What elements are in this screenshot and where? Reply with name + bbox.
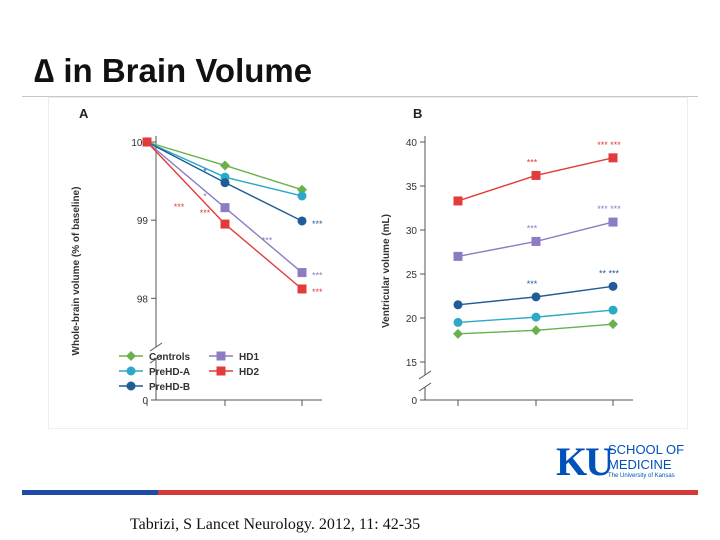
- panel-1-significance-label: ***: [527, 279, 538, 289]
- panel-1-series-2-point: [531, 292, 541, 302]
- panel-1-series-0-point: [453, 328, 463, 339]
- panel-1-significance-label: ** ***: [599, 268, 620, 278]
- panel-0-axis-break-mark: [149, 354, 163, 364]
- panel-0-significance-label: ***: [312, 219, 323, 229]
- ku-medicine-logo: KU SCHOOL OF MEDICINE The University of …: [556, 439, 696, 484]
- legend-1-swatch-marker: [126, 366, 136, 376]
- legend-3-swatch-marker: [216, 351, 226, 361]
- panel-1-y-tick-label: 25: [406, 270, 418, 281]
- panel-0-significance-label: *: [203, 192, 207, 202]
- citation-text: Tabrizi, S Lancet Neurology. 2012, 11: 4…: [130, 516, 421, 533]
- panel-1-series-3-point: [453, 251, 463, 261]
- panel-1-y-tick-label: 20: [406, 314, 418, 325]
- panel-1-y-tick-label: 0: [411, 396, 417, 407]
- brain-volume-charts: A 100 99 98 0 Whole-brain volume (% of baseli…: [71, 106, 633, 407]
- logo-line-1: SCHOOL OF: [608, 442, 685, 457]
- panel-1-series-1-point: [608, 305, 618, 315]
- panel-0-y-tick-label: 98: [137, 294, 149, 305]
- panel-1-series-3-point: [531, 236, 541, 246]
- panel-1-label: B: [413, 106, 422, 121]
- panel-1-series-3-point: [608, 217, 618, 227]
- panel-1-series-4-point: [608, 153, 618, 163]
- panel-1-significance-label: ***: [527, 223, 538, 233]
- panel-0-axis-break-mark: [149, 342, 163, 352]
- logo-line-2: MEDICINE: [608, 457, 672, 472]
- panel-0-series-1-point: [297, 191, 307, 201]
- panel-1-axis-break-mark: [418, 370, 432, 380]
- panel-1-y-tick-label: 15: [406, 358, 418, 369]
- title-divider: [22, 96, 698, 97]
- footer-accent-bar: [22, 490, 698, 495]
- ku-logo-mark: KU: [556, 439, 614, 484]
- legend-0-label: Controls: [149, 352, 191, 363]
- slide-title: ∆ in Brain Volume: [34, 52, 313, 89]
- panel-0-series-4-point: [297, 284, 307, 294]
- panel-0-series-0-point: [297, 184, 307, 195]
- panel-1-axis-break-mark: [418, 382, 432, 392]
- panel-1-series-0-point: [531, 325, 541, 336]
- panel-1-y-tick-label: 40: [406, 138, 418, 149]
- panel-1-significance-label: *** ***: [597, 140, 621, 150]
- legend-4-swatch-marker: [216, 366, 226, 376]
- legend-3-label: HD1: [239, 352, 259, 363]
- panel-0-y-tick-label: 100: [131, 138, 148, 149]
- panel-0-significance-label: ***: [262, 236, 273, 246]
- panel-0-y-tick-label: 99: [137, 216, 149, 227]
- panel-0-series-2-point: [220, 178, 230, 188]
- panel-1-series-1-point: [453, 317, 463, 327]
- panel-0-y-axis-label: Whole-brain volume (% of baseline): [71, 187, 82, 356]
- logo-line-3: The University of Kansas: [608, 473, 675, 479]
- panel-1-series-0-point: [608, 319, 618, 330]
- panel-1-series-4-point: [531, 170, 541, 180]
- footer-blue-segment: [22, 490, 158, 495]
- legend-0-swatch-marker: [126, 351, 136, 361]
- panel-1-y-axis-label: Ventricular volume (mL): [381, 214, 392, 328]
- panel-0-significance-label: ***: [174, 202, 185, 212]
- footer-red-segment: [158, 490, 698, 495]
- panel-1-y-tick-label: 30: [406, 226, 418, 237]
- panel-0-label: A: [79, 106, 89, 121]
- panel-1-series-4-point: [453, 196, 463, 206]
- panel-1-series-2-point: [608, 281, 618, 291]
- panel-0-series-2-point: [297, 216, 307, 226]
- legend-1-label: PreHD-A: [149, 367, 190, 378]
- panel-0-series-3-point: [297, 268, 307, 278]
- panel-1-series-1-point: [531, 312, 541, 322]
- panel-0-series-4-point: [220, 219, 230, 229]
- panel-0-significance-label: *: [203, 167, 207, 177]
- panel-0-y-tick-label: 0: [142, 396, 148, 407]
- legend-4-label: HD2: [239, 367, 259, 378]
- figure-panel: A 100 99 98 0 Whole-brain volume (% of baseli…: [48, 97, 688, 429]
- panel-0-series-0-point: [220, 160, 230, 171]
- panel-1-series-2-point: [453, 300, 463, 310]
- legend-2-label: PreHD-B: [149, 382, 190, 393]
- panel-1-y-tick-label: 35: [406, 182, 418, 193]
- panel-1-significance-label: ***: [527, 157, 538, 167]
- legend-2-swatch-marker: [126, 381, 136, 391]
- panel-0-significance-label: ***: [312, 287, 323, 297]
- panel-0-series-3-point: [220, 203, 230, 213]
- panel-0-significance-label: ***: [312, 271, 323, 281]
- panel-0-significance-label: ***: [200, 208, 211, 218]
- panel-1-significance-label: *** ***: [597, 204, 621, 214]
- panel-0-series-4-point: [142, 137, 152, 147]
